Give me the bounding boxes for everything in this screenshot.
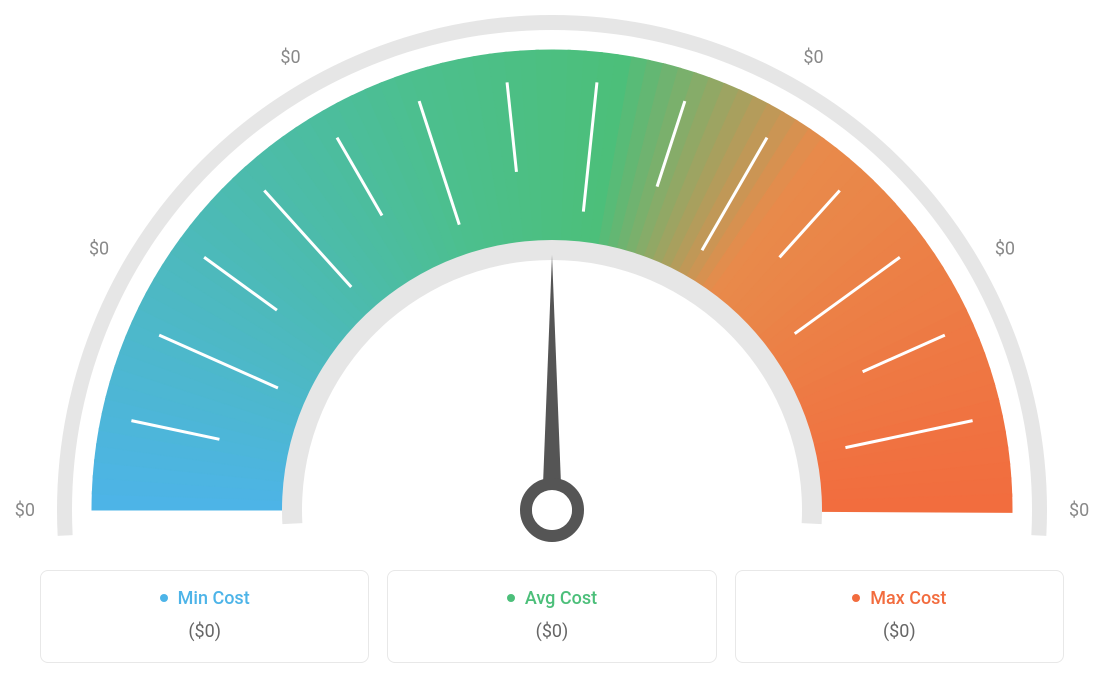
svg-text:$0: $0 <box>995 239 1015 260</box>
max-cost-card: Max Cost ($0) <box>735 570 1064 663</box>
legend-cards: Min Cost ($0) Avg Cost ($0) Max Cost ($0… <box>0 560 1104 663</box>
svg-text:$0: $0 <box>803 47 823 68</box>
gauge-chart: $0$0$0$0$0$0$0 <box>0 0 1104 560</box>
gauge-svg: $0$0$0$0$0$0$0 <box>0 0 1104 560</box>
avg-cost-card: Avg Cost ($0) <box>387 570 716 663</box>
svg-text:$0: $0 <box>15 500 35 521</box>
min-cost-card: Min Cost ($0) <box>40 570 369 663</box>
min-cost-label: Min Cost <box>160 588 250 609</box>
avg-cost-label: Avg Cost <box>507 588 597 609</box>
svg-text:$0: $0 <box>280 47 300 68</box>
svg-text:$0: $0 <box>89 239 109 260</box>
svg-text:$0: $0 <box>1069 500 1089 521</box>
max-cost-value: ($0) <box>756 621 1043 642</box>
min-cost-value: ($0) <box>61 621 348 642</box>
max-cost-label: Max Cost <box>852 588 946 609</box>
avg-cost-value: ($0) <box>408 621 695 642</box>
